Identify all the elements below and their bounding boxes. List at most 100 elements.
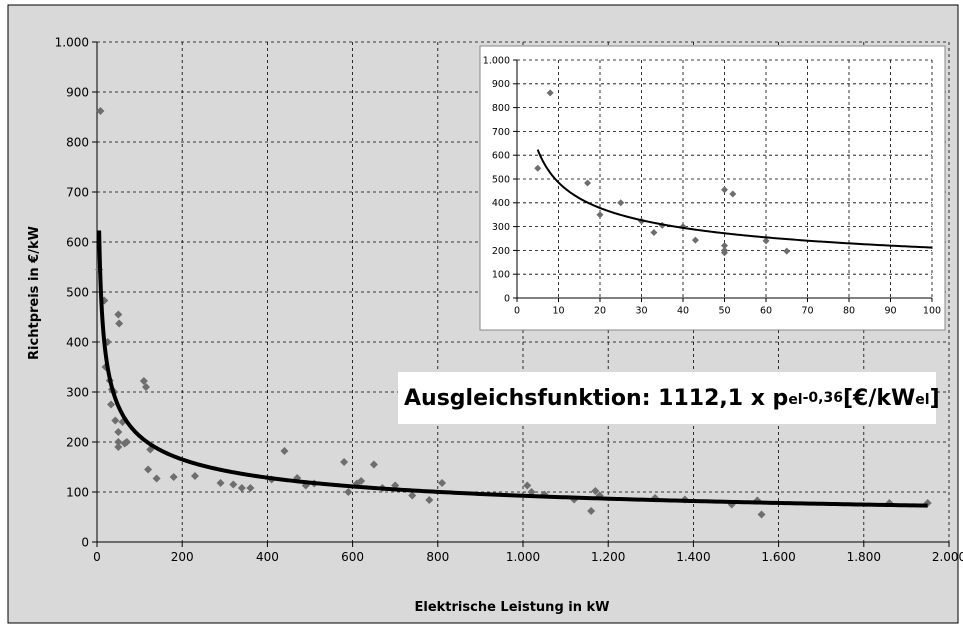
- inset-y-tick-label: 0: [504, 293, 510, 304]
- inset-y-tick-label: 900: [492, 79, 510, 90]
- main-data-point: [357, 477, 366, 485]
- inset-x-tick-label: 70: [801, 306, 813, 317]
- fit-equation-suffix: ]: [929, 385, 940, 411]
- main-data-point: [114, 438, 123, 446]
- main-data-point: [344, 488, 353, 496]
- inset-x-tick-label: 60: [760, 306, 772, 317]
- main-y-tick-label: 400: [66, 335, 89, 349]
- inset-x-tick-label: 80: [843, 306, 855, 317]
- main-x-tick-label: 2.000: [932, 550, 963, 564]
- inset-y-tick-label: 700: [492, 127, 510, 138]
- y-axis-title: Richtpreis in €/kW: [27, 226, 42, 360]
- main-data-point: [237, 484, 246, 492]
- main-x-tick-label: 1.600: [761, 550, 795, 564]
- inset-data-point: [762, 237, 770, 245]
- inset-x-tick-label: 50: [718, 306, 730, 317]
- main-x-tick-label: 800: [426, 550, 449, 564]
- inset-data-point: [546, 89, 554, 97]
- main-y-tick-label: 500: [66, 285, 89, 299]
- main-y-tick-label: 300: [66, 385, 89, 399]
- main-data-point: [280, 447, 289, 455]
- main-data-point: [523, 481, 532, 490]
- inset-data-point: [596, 211, 604, 219]
- inset-x-tick-label: 20: [594, 306, 606, 317]
- inset-x-tick-label: 100: [923, 306, 941, 317]
- main-data-point: [141, 383, 150, 391]
- inset-x-tick-label: 10: [552, 306, 564, 317]
- inset-y-tick-label: 800: [492, 103, 510, 114]
- main-data-point: [114, 428, 123, 436]
- inset-x-tick-label: 30: [635, 306, 647, 317]
- inset-data-point: [721, 242, 728, 250]
- fit-equation-sub1: el: [788, 392, 803, 408]
- main-data-point: [111, 416, 120, 425]
- inset-data-point: [721, 249, 728, 257]
- main-data-point: [152, 474, 161, 483]
- main-data-point: [107, 400, 116, 409]
- inset-x-tick-label: 40: [677, 306, 689, 317]
- inset-data-point: [650, 229, 658, 237]
- main-data-point: [408, 491, 417, 500]
- main-data-point: [190, 472, 199, 480]
- main-y-tick-label: 700: [66, 185, 89, 199]
- fit-equation-sub2: el: [915, 392, 930, 408]
- main-x-tick-label: 600: [341, 550, 364, 564]
- main-data-point: [216, 479, 225, 487]
- inset-plot: 0 10 20 30 40 50 60 70 80 90 100 0 100 200 300 400 500 60…: [479, 45, 946, 331]
- inset-y-tick-label: 600: [492, 151, 510, 162]
- main-data-point: [114, 310, 123, 319]
- inset-y-tick-label: 100: [492, 270, 510, 281]
- main-data-point: [757, 510, 766, 519]
- fit-equation-prefix: Ausgleichsfunktion: 1112,1 x p: [404, 385, 789, 411]
- main-data-point: [169, 473, 178, 481]
- main-x-tick-label: 200: [171, 550, 194, 564]
- main-data-point: [122, 438, 131, 446]
- main-y-tick-label: 600: [66, 235, 89, 249]
- main-x-tick-label: 1.800: [847, 550, 881, 564]
- inset-x-tick-label: 0: [514, 306, 520, 317]
- main-data-point: [425, 496, 434, 504]
- inset-x-tick-label: 90: [884, 306, 896, 317]
- main-data-point: [139, 377, 148, 385]
- main-x-tick-label: 400: [256, 550, 279, 564]
- inset-data-point: [534, 164, 542, 172]
- main-y-tick-label: 800: [66, 135, 89, 149]
- main-data-point: [340, 458, 349, 466]
- main-data-point: [229, 480, 238, 489]
- main-x-tick-label: 1.200: [591, 550, 625, 564]
- main-data-point: [438, 479, 447, 487]
- main-x-tick-label: 1.400: [676, 550, 710, 564]
- inset-y-tick-label: 200: [492, 246, 510, 257]
- x-axis-title: Elektrische Leistung in kW: [415, 600, 610, 615]
- main-y-tick-label: 0: [81, 535, 89, 549]
- main-fit-curve: [97, 228, 928, 508]
- main-data-point: [115, 319, 124, 328]
- fit-equation: Ausgleichsfunktion: 1112,1 x p el -0,36 [€/…: [398, 372, 940, 424]
- inset-data-point: [783, 247, 791, 255]
- inset-y-tick-label: 500: [492, 174, 510, 185]
- inset-y-tick-label: 300: [492, 222, 510, 233]
- inset-fit-curve: [536, 148, 933, 249]
- inset-data-point: [729, 190, 737, 198]
- main-y-tick-label: 200: [66, 435, 89, 449]
- fit-equation-unit: [€/kW: [842, 385, 916, 411]
- main-data-point: [144, 465, 153, 474]
- main-y-tick-label: 100: [66, 485, 89, 499]
- main-data-point: [114, 443, 123, 451]
- fit-equation-exponent: -0,36: [802, 390, 843, 406]
- main-x-tick-label: 0: [93, 550, 101, 564]
- inset-y-tick-label: 400: [492, 198, 510, 209]
- main-data-point: [369, 460, 378, 469]
- inset-data-point: [721, 186, 728, 194]
- main-data-point: [246, 484, 255, 492]
- inset-y-tick-label: 1.000: [483, 55, 510, 66]
- main-data-point: [96, 107, 105, 115]
- main-data-point: [591, 487, 600, 495]
- main-data-point: [587, 507, 596, 515]
- main-x-tick-label: 1.000: [506, 550, 540, 564]
- inset-data-point: [691, 236, 699, 244]
- main-y-tick-label: 1.000: [55, 35, 89, 49]
- main-y-tick-label: 900: [66, 85, 89, 99]
